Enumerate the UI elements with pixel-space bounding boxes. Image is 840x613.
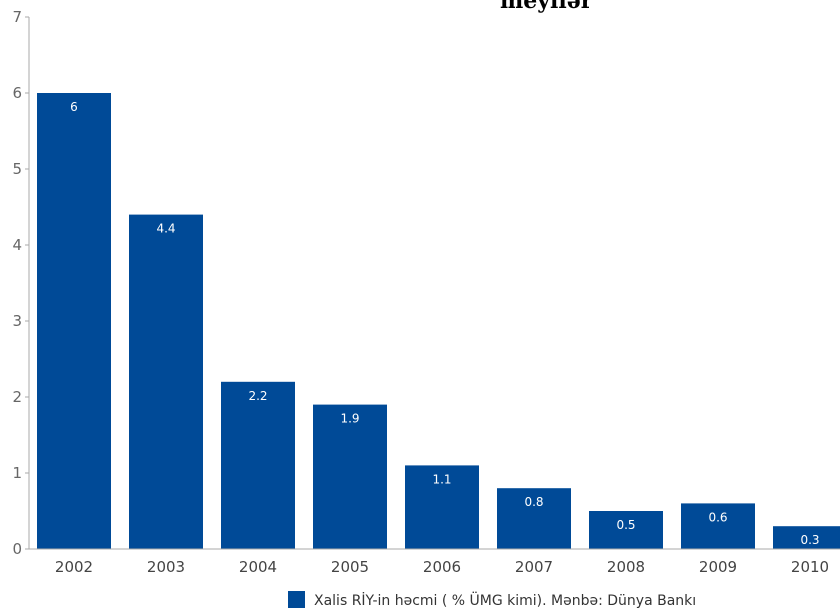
y-tick-label: 3 [12,312,22,330]
bar-data-label: 0.8 [524,495,543,509]
bar [405,465,479,549]
chart-title: meyllər [500,0,593,14]
y-tick-label: 1 [12,464,22,482]
bar [681,503,755,549]
y-tick-label: 0 [12,540,22,558]
bar [313,404,387,549]
y-tick-label: 2 [12,388,22,406]
bar-data-label: 1.1 [432,472,451,486]
legend-swatch [288,591,305,608]
bar [129,214,203,549]
bar-data-label: 2.2 [248,389,267,403]
bar [773,526,840,549]
x-tick-label: 2006 [423,558,461,576]
x-tick-label: 2008 [607,558,645,576]
x-tick-label: 2002 [55,558,93,576]
y-tick-label: 7 [12,8,22,26]
bar-data-label: 0.3 [800,533,819,547]
y-tick-label: 6 [12,84,22,102]
bar-data-label: 6 [70,100,78,114]
x-tick-label: 2005 [331,558,369,576]
legend-label: Xalis RİY-in həcmi ( % ÜMG kimi). Mənbə:… [314,591,696,609]
y-tick-label: 5 [12,160,22,178]
bar [589,511,663,549]
legend: Xalis RİY-in həcmi ( % ÜMG kimi). Mənbə:… [288,591,696,609]
y-axis: 0 1 2 3 4 5 6 7 [12,8,30,558]
x-tick-label: 2003 [147,558,185,576]
x-tick-label: 2010 [791,558,829,576]
y-tick-label: 4 [12,236,22,254]
bars: 6 4.4 2.2 1.9 1.1 0.8 0.5 0.6 0.3 [37,93,840,549]
bar [37,93,111,549]
bar-data-label: 4.4 [156,222,175,236]
x-tick-label: 2007 [515,558,553,576]
x-axis: 2002 2003 2004 2005 2006 2007 2008 2009 2010 [29,548,840,576]
bar-data-label: 1.9 [340,412,359,426]
bar-data-label: 0.6 [708,510,727,524]
bar [221,381,295,549]
x-tick-label: 2009 [699,558,737,576]
bar [497,488,571,549]
bar-data-label: 0.5 [616,518,635,532]
x-tick-label: 2004 [239,558,277,576]
